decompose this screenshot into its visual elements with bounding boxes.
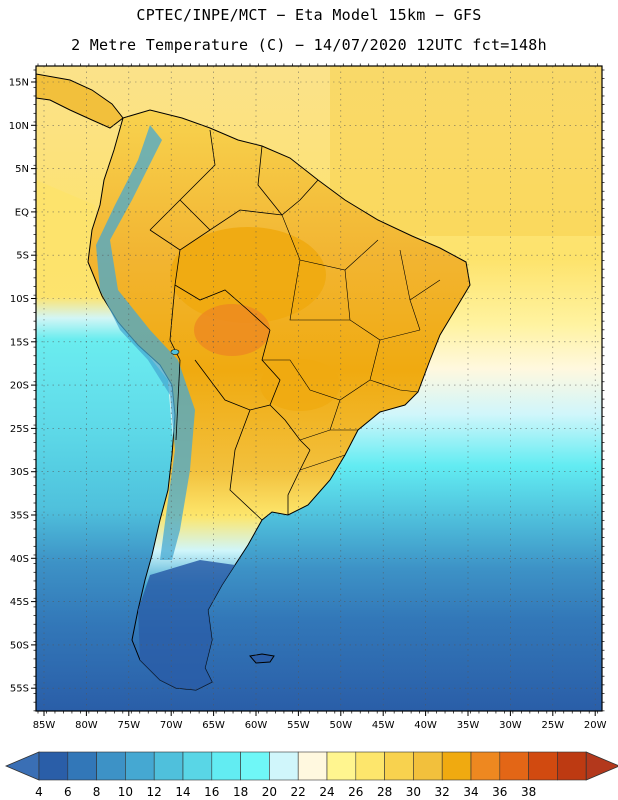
lon-label: 20W <box>584 720 607 731</box>
colorbar-swatch <box>499 751 529 781</box>
lon-label: 40W <box>414 720 437 731</box>
lat-label: 35S <box>10 511 29 522</box>
colorbar-label: 14 <box>175 785 190 799</box>
colorbar-swatch <box>557 751 587 781</box>
map-title: CPTEC/INPE/MCT − Eta Model 15km − GFS <box>136 6 482 24</box>
colorbar-swatch <box>326 751 357 781</box>
colorbar-label: 12 <box>147 785 162 799</box>
colorbar-label: 20 <box>262 785 277 799</box>
colorbar-swatch <box>413 751 443 781</box>
lat-label: 30S <box>10 467 29 478</box>
colorbar-label: 22 <box>291 785 306 799</box>
map-frame <box>35 65 603 712</box>
patagonia-cold <box>138 560 235 690</box>
central-america-land <box>36 73 124 129</box>
colorbar-swatch <box>528 751 558 781</box>
axis-ticks: 15N 10N 5N EQ 5S 10S 15S 20S 25S 30S 35S 40S 45S 50S 5… <box>9 63 607 731</box>
colorbar: 4 6 8 10 12 14 16 18 20 22 24 26 28 30 32 34 36 38 <box>4 751 618 799</box>
colorbar-label: 36 <box>492 785 507 799</box>
colorbar-swatch <box>355 751 385 781</box>
lon-label: 70W <box>160 720 183 731</box>
colorbar-low-arrow <box>4 751 40 781</box>
warm-atlantic-band <box>330 66 602 236</box>
colorbar-swatch <box>240 751 270 781</box>
colorbar-label: 38 <box>521 785 536 799</box>
colorbar-swatch <box>297 751 328 781</box>
colorbar-swatch <box>441 751 472 781</box>
colorbar-label: 4 <box>35 785 43 799</box>
lon-label: 60W <box>245 720 268 731</box>
lat-label: 5N <box>15 164 29 175</box>
lon-label: 75W <box>117 720 140 731</box>
lon-label: 25W <box>541 720 564 731</box>
lat-label: 40S <box>10 554 29 565</box>
colorbar-label: 10 <box>118 785 133 799</box>
lat-label: EQ <box>15 207 29 218</box>
hottest-spot <box>194 304 270 356</box>
lon-label: 50W <box>329 720 352 731</box>
colorbar-swatch <box>384 751 414 781</box>
colorbar-swatch <box>269 751 299 781</box>
colorbar-swatch <box>211 751 241 781</box>
lat-label: 20S <box>10 381 29 392</box>
colorbar-label: 28 <box>377 785 392 799</box>
map-subtitle: 2 Metre Temperature (C) − 14/07/2020 12U… <box>71 36 547 54</box>
colorbar-swatch <box>96 751 126 781</box>
lat-label: 5S <box>16 251 29 262</box>
lon-label: 80W <box>75 720 98 731</box>
lake-titicaca <box>170 349 180 355</box>
colorbar-label: 32 <box>435 785 450 799</box>
colorbar-label: 18 <box>233 785 248 799</box>
lat-lon-grid <box>36 66 602 711</box>
colorbar-swatch <box>38 751 69 781</box>
andes-cold-strip <box>96 125 195 560</box>
lat-label: 55S <box>10 684 29 695</box>
lat-label: 15S <box>10 337 29 348</box>
colorbar-swatch <box>182 751 213 781</box>
colorbar-label: 6 <box>64 785 72 799</box>
lon-label: 30W <box>499 720 522 731</box>
lat-label: 50S <box>10 640 29 651</box>
lon-label: 35W <box>457 720 480 731</box>
colorbar-swatch <box>67 751 97 781</box>
colorbar-swatch <box>470 751 501 781</box>
lat-label: 10N <box>9 121 29 132</box>
lon-label: 55W <box>287 720 310 731</box>
colorbar-swatch <box>125 751 155 781</box>
pacific-field <box>36 180 175 711</box>
lon-label: 85W <box>33 720 56 731</box>
lon-label: 45W <box>372 720 395 731</box>
lat-label: 25S <box>10 424 29 435</box>
colorbar-label: 26 <box>348 785 363 799</box>
colorbar-label: 8 <box>93 785 101 799</box>
colorbar-label: 16 <box>204 785 219 799</box>
lat-label: 45S <box>10 597 29 608</box>
lon-label: 65W <box>202 720 225 731</box>
colorbar-label: 34 <box>463 785 478 799</box>
lat-label: 10S <box>10 294 29 305</box>
colorbar-high-arrow <box>585 751 618 781</box>
lat-label: 15N <box>9 78 29 89</box>
colorbar-label: 30 <box>406 785 421 799</box>
colorbar-swatch <box>153 751 184 781</box>
colorbar-label: 24 <box>319 785 334 799</box>
amazon-hot-core <box>170 227 326 323</box>
